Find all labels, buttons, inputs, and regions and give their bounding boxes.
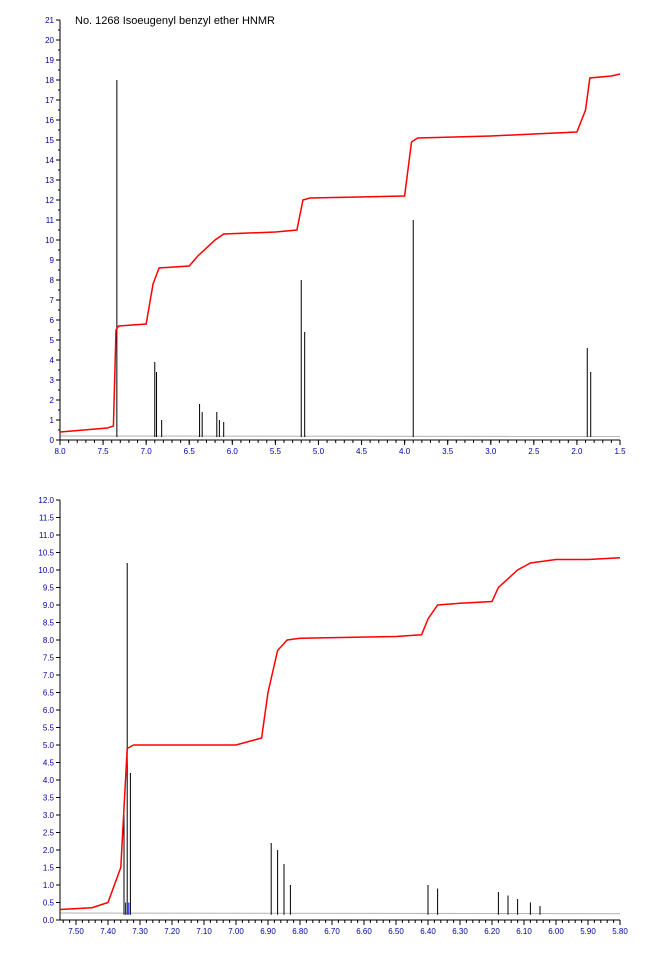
svg-text:2.0: 2.0 [43, 846, 55, 855]
svg-text:4: 4 [50, 356, 55, 365]
svg-text:5.0: 5.0 [43, 741, 55, 750]
svg-text:20: 20 [45, 36, 54, 45]
svg-text:7.10: 7.10 [196, 927, 212, 936]
svg-text:0.0: 0.0 [43, 916, 55, 925]
svg-text:11: 11 [46, 216, 55, 225]
svg-text:10.5: 10.5 [38, 549, 54, 558]
svg-text:6.5: 6.5 [43, 689, 55, 698]
svg-text:5.80: 5.80 [612, 927, 628, 936]
svg-text:3.5: 3.5 [442, 447, 454, 456]
svg-text:7.5: 7.5 [98, 447, 110, 456]
svg-text:6.70: 6.70 [324, 927, 340, 936]
svg-text:5.5: 5.5 [270, 447, 282, 456]
svg-text:6.90: 6.90 [260, 927, 276, 936]
svg-text:2.5: 2.5 [43, 829, 55, 838]
svg-text:12.0: 12.0 [38, 496, 54, 505]
svg-text:2.5: 2.5 [528, 447, 540, 456]
svg-text:6.80: 6.80 [292, 927, 308, 936]
svg-text:11.5: 11.5 [39, 514, 55, 523]
svg-text:0: 0 [50, 436, 55, 445]
svg-text:2.0: 2.0 [571, 447, 583, 456]
svg-text:7.00: 7.00 [228, 927, 244, 936]
svg-text:13: 13 [45, 176, 54, 185]
svg-text:7.30: 7.30 [132, 927, 148, 936]
svg-text:10.0: 10.0 [38, 566, 54, 575]
svg-text:3.0: 3.0 [485, 447, 497, 456]
svg-text:4.5: 4.5 [43, 759, 55, 768]
svg-text:6.10: 6.10 [516, 927, 532, 936]
svg-text:6.00: 6.00 [548, 927, 564, 936]
svg-text:0.5: 0.5 [43, 899, 55, 908]
svg-text:6: 6 [50, 316, 55, 325]
svg-text:19: 19 [45, 56, 54, 65]
svg-text:4.0: 4.0 [399, 447, 411, 456]
svg-text:6.30: 6.30 [452, 927, 468, 936]
svg-text:16: 16 [45, 116, 54, 125]
svg-text:21: 21 [45, 16, 54, 25]
svg-text:7: 7 [50, 296, 55, 305]
svg-text:4.5: 4.5 [356, 447, 368, 456]
svg-text:1.5: 1.5 [614, 447, 626, 456]
svg-text:17: 17 [45, 96, 54, 105]
svg-text:1: 1 [50, 416, 55, 425]
page: No. 1268 Isoeugenyl benzyl ether HNMR 01… [0, 0, 650, 969]
svg-text:7.50: 7.50 [68, 927, 84, 936]
svg-text:15: 15 [45, 136, 54, 145]
nmr-chart-full: 01234567891011121314151617181920211.52.0… [20, 10, 630, 470]
svg-text:5: 5 [50, 336, 55, 345]
svg-text:2: 2 [50, 396, 55, 405]
svg-text:3.0: 3.0 [43, 811, 55, 820]
svg-text:5.5: 5.5 [43, 724, 55, 733]
svg-text:6.0: 6.0 [227, 447, 239, 456]
svg-text:6.60: 6.60 [356, 927, 372, 936]
svg-text:5.0: 5.0 [313, 447, 325, 456]
svg-text:7.0: 7.0 [43, 671, 55, 680]
svg-text:6.40: 6.40 [420, 927, 436, 936]
svg-text:14: 14 [45, 156, 54, 165]
svg-text:6.20: 6.20 [484, 927, 500, 936]
svg-text:9: 9 [50, 256, 55, 265]
svg-text:7.0: 7.0 [141, 447, 153, 456]
svg-text:1.0: 1.0 [43, 881, 55, 890]
svg-text:8.5: 8.5 [43, 619, 55, 628]
svg-text:8.0: 8.0 [54, 447, 66, 456]
svg-text:7.5: 7.5 [43, 654, 55, 663]
svg-text:6.50: 6.50 [388, 927, 404, 936]
svg-text:8: 8 [50, 276, 55, 285]
svg-text:7.20: 7.20 [164, 927, 180, 936]
svg-text:3.5: 3.5 [43, 794, 55, 803]
svg-text:9.5: 9.5 [43, 584, 55, 593]
svg-text:4.0: 4.0 [43, 776, 55, 785]
svg-text:1.5: 1.5 [43, 864, 55, 873]
svg-text:6.5: 6.5 [184, 447, 196, 456]
svg-text:10: 10 [45, 236, 54, 245]
svg-text:11.0: 11.0 [39, 531, 55, 540]
svg-text:9.0: 9.0 [43, 601, 55, 610]
svg-text:6.0: 6.0 [43, 706, 55, 715]
svg-text:18: 18 [45, 76, 54, 85]
svg-text:7.40: 7.40 [100, 927, 116, 936]
svg-text:12: 12 [45, 196, 54, 205]
svg-text:5.90: 5.90 [580, 927, 596, 936]
nmr-chart-aromatic-expansion: 0.0 0.5 1.0 1.5 2.0 2.5 3.0 3.5 4.0 4.5 5.0 5.5 6.0 6… [20, 490, 630, 950]
svg-text:3: 3 [50, 376, 55, 385]
svg-text:8.0: 8.0 [43, 636, 55, 645]
